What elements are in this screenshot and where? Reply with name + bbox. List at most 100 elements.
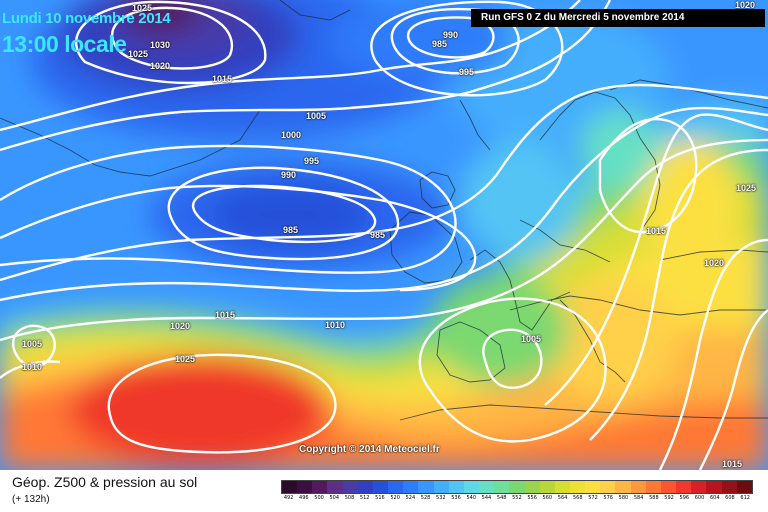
isobar-label: 985 [432, 39, 448, 49]
legend-tick-label: 524 [405, 495, 416, 501]
legend-swatch [554, 481, 570, 493]
legend-swatch [372, 481, 389, 493]
legend-tick-label: 556 [527, 495, 537, 501]
legend-swatch [463, 481, 480, 493]
legend-tick-label: 528 [420, 495, 431, 501]
legend-swatch [645, 481, 661, 493]
legend-tick-label: 580 [618, 495, 629, 501]
legend-swatch [342, 481, 358, 493]
isobar-label: 990 [443, 30, 459, 40]
legend-tick-label: 520 [390, 495, 400, 501]
legend-swatch [312, 481, 328, 493]
isobar-label: 1025 [175, 354, 196, 364]
legend-swatch [357, 481, 373, 493]
legend-swatch [600, 481, 616, 493]
isobar-label: 1005 [22, 339, 43, 349]
legend-swatch [706, 481, 722, 493]
isobar-label: 985 [283, 225, 299, 235]
legend-tick-label: 548 [496, 495, 507, 501]
isobar-label: 1005 [521, 334, 542, 344]
legend-tick-label: 572 [588, 495, 598, 501]
isobar-label: 1010 [325, 320, 346, 330]
legend-swatch [524, 481, 540, 493]
forecast-local-time: 13:00 locale [2, 31, 127, 57]
isobar-label: 1015 [646, 226, 667, 236]
legend-tick-label: 560 [542, 495, 553, 501]
isobar-label: 1000 [281, 130, 302, 140]
legend-tick-label: 592 [664, 495, 674, 501]
legend-swatch [418, 481, 434, 493]
isobar-label: 1030 [150, 40, 171, 50]
legend-tick-label: 604 [709, 495, 720, 501]
legend-tick-label: 576 [603, 495, 613, 501]
isobar-label: 995 [459, 67, 475, 77]
isobar-label: 1010 [22, 362, 43, 372]
legend-tick-label: 512 [359, 495, 370, 501]
legend-tick-label: 564 [557, 495, 568, 501]
legend-tick-label: 540 [466, 495, 476, 501]
isobar-label: 990 [281, 170, 297, 180]
legend-swatch [509, 481, 525, 493]
legend-tick-label: 552 [512, 495, 522, 501]
legend-tick-label: 608 [725, 495, 735, 501]
model-run-info: Run GFS 0 Z du Mercredi 5 novembre 2014 [471, 9, 765, 27]
legend-swatch [403, 481, 419, 493]
isobar-label: 1015 [722, 459, 743, 469]
legend-swatch [736, 481, 752, 493]
legend-tick-label: 516 [375, 495, 385, 501]
legend-swatch [539, 481, 555, 493]
legend-tick-label: 504 [329, 495, 340, 501]
isobar-label: 1020 [735, 0, 756, 10]
isobar-label: 1025 [132, 3, 153, 13]
map-canvas [0, 0, 768, 470]
isobar-label: 1015 [212, 74, 233, 84]
legend-swatch [327, 481, 343, 493]
legend-tick-label: 544 [481, 495, 492, 501]
isobar-label: 1020 [170, 321, 191, 331]
legend-tick-label: 568 [572, 495, 583, 501]
isobar-label: 995 [304, 156, 320, 166]
legend-swatch [721, 481, 737, 493]
isobar-label: 1020 [704, 258, 725, 268]
isobar-label: 1025 [128, 49, 149, 59]
forecast-map: Lundi 10 novembre 2014 13:00 locale Run … [0, 0, 768, 470]
isobar-label: 1005 [306, 111, 327, 121]
legend-swatch [676, 481, 692, 493]
map-footer: Géop. Z500 & pression au sol (+ 132h) 49… [0, 470, 768, 512]
legend-tick-label: 492 [283, 495, 294, 501]
product-title: Géop. Z500 & pression au sol [12, 474, 198, 490]
legend-swatch [479, 481, 495, 493]
legend-swatch [585, 481, 601, 493]
legend-tick-label: 588 [649, 495, 659, 501]
color-scale-legend [281, 480, 753, 494]
legend-swatch [691, 481, 707, 493]
legend-swatch [433, 481, 449, 493]
isobars [0, 0, 768, 470]
forecast-lead-time: (+ 132h) [12, 494, 50, 505]
legend-swatch [297, 481, 313, 493]
forecast-date: Lundi 10 novembre 2014 [2, 10, 171, 27]
isobar-label: 985 [370, 230, 386, 240]
legend-swatch [494, 481, 510, 493]
legend-tick-label: 612 [740, 495, 750, 501]
legend-tick-label: 496 [299, 495, 309, 501]
color-scale-ticks: 492 496 500 504 508 512 516 520 524 528 532 536 540 5… [281, 495, 753, 501]
legend-tick-label: 596 [679, 495, 690, 501]
legend-tick-label: 600 [694, 495, 705, 501]
legend-swatch [630, 481, 646, 493]
legend-swatch [448, 481, 464, 493]
legend-tick-label: 500 [314, 495, 324, 501]
isobar-label: 1015 [215, 310, 236, 320]
geopotential-field [0, 0, 768, 470]
legend-swatch [388, 481, 404, 493]
legend-swatch [660, 481, 677, 493]
legend-tick-label: 532 [436, 495, 446, 501]
isobar-label: 1025 [736, 183, 757, 193]
copyright-notice: Copyright © 2014 Meteociel.fr [299, 444, 440, 455]
legend-tick-label: 584 [633, 495, 644, 501]
legend-swatch [282, 481, 298, 493]
legend-tick-label: 508 [344, 495, 355, 501]
legend-swatch [615, 481, 631, 493]
legend-swatch [569, 481, 586, 493]
isobar-label: 1020 [150, 61, 171, 71]
